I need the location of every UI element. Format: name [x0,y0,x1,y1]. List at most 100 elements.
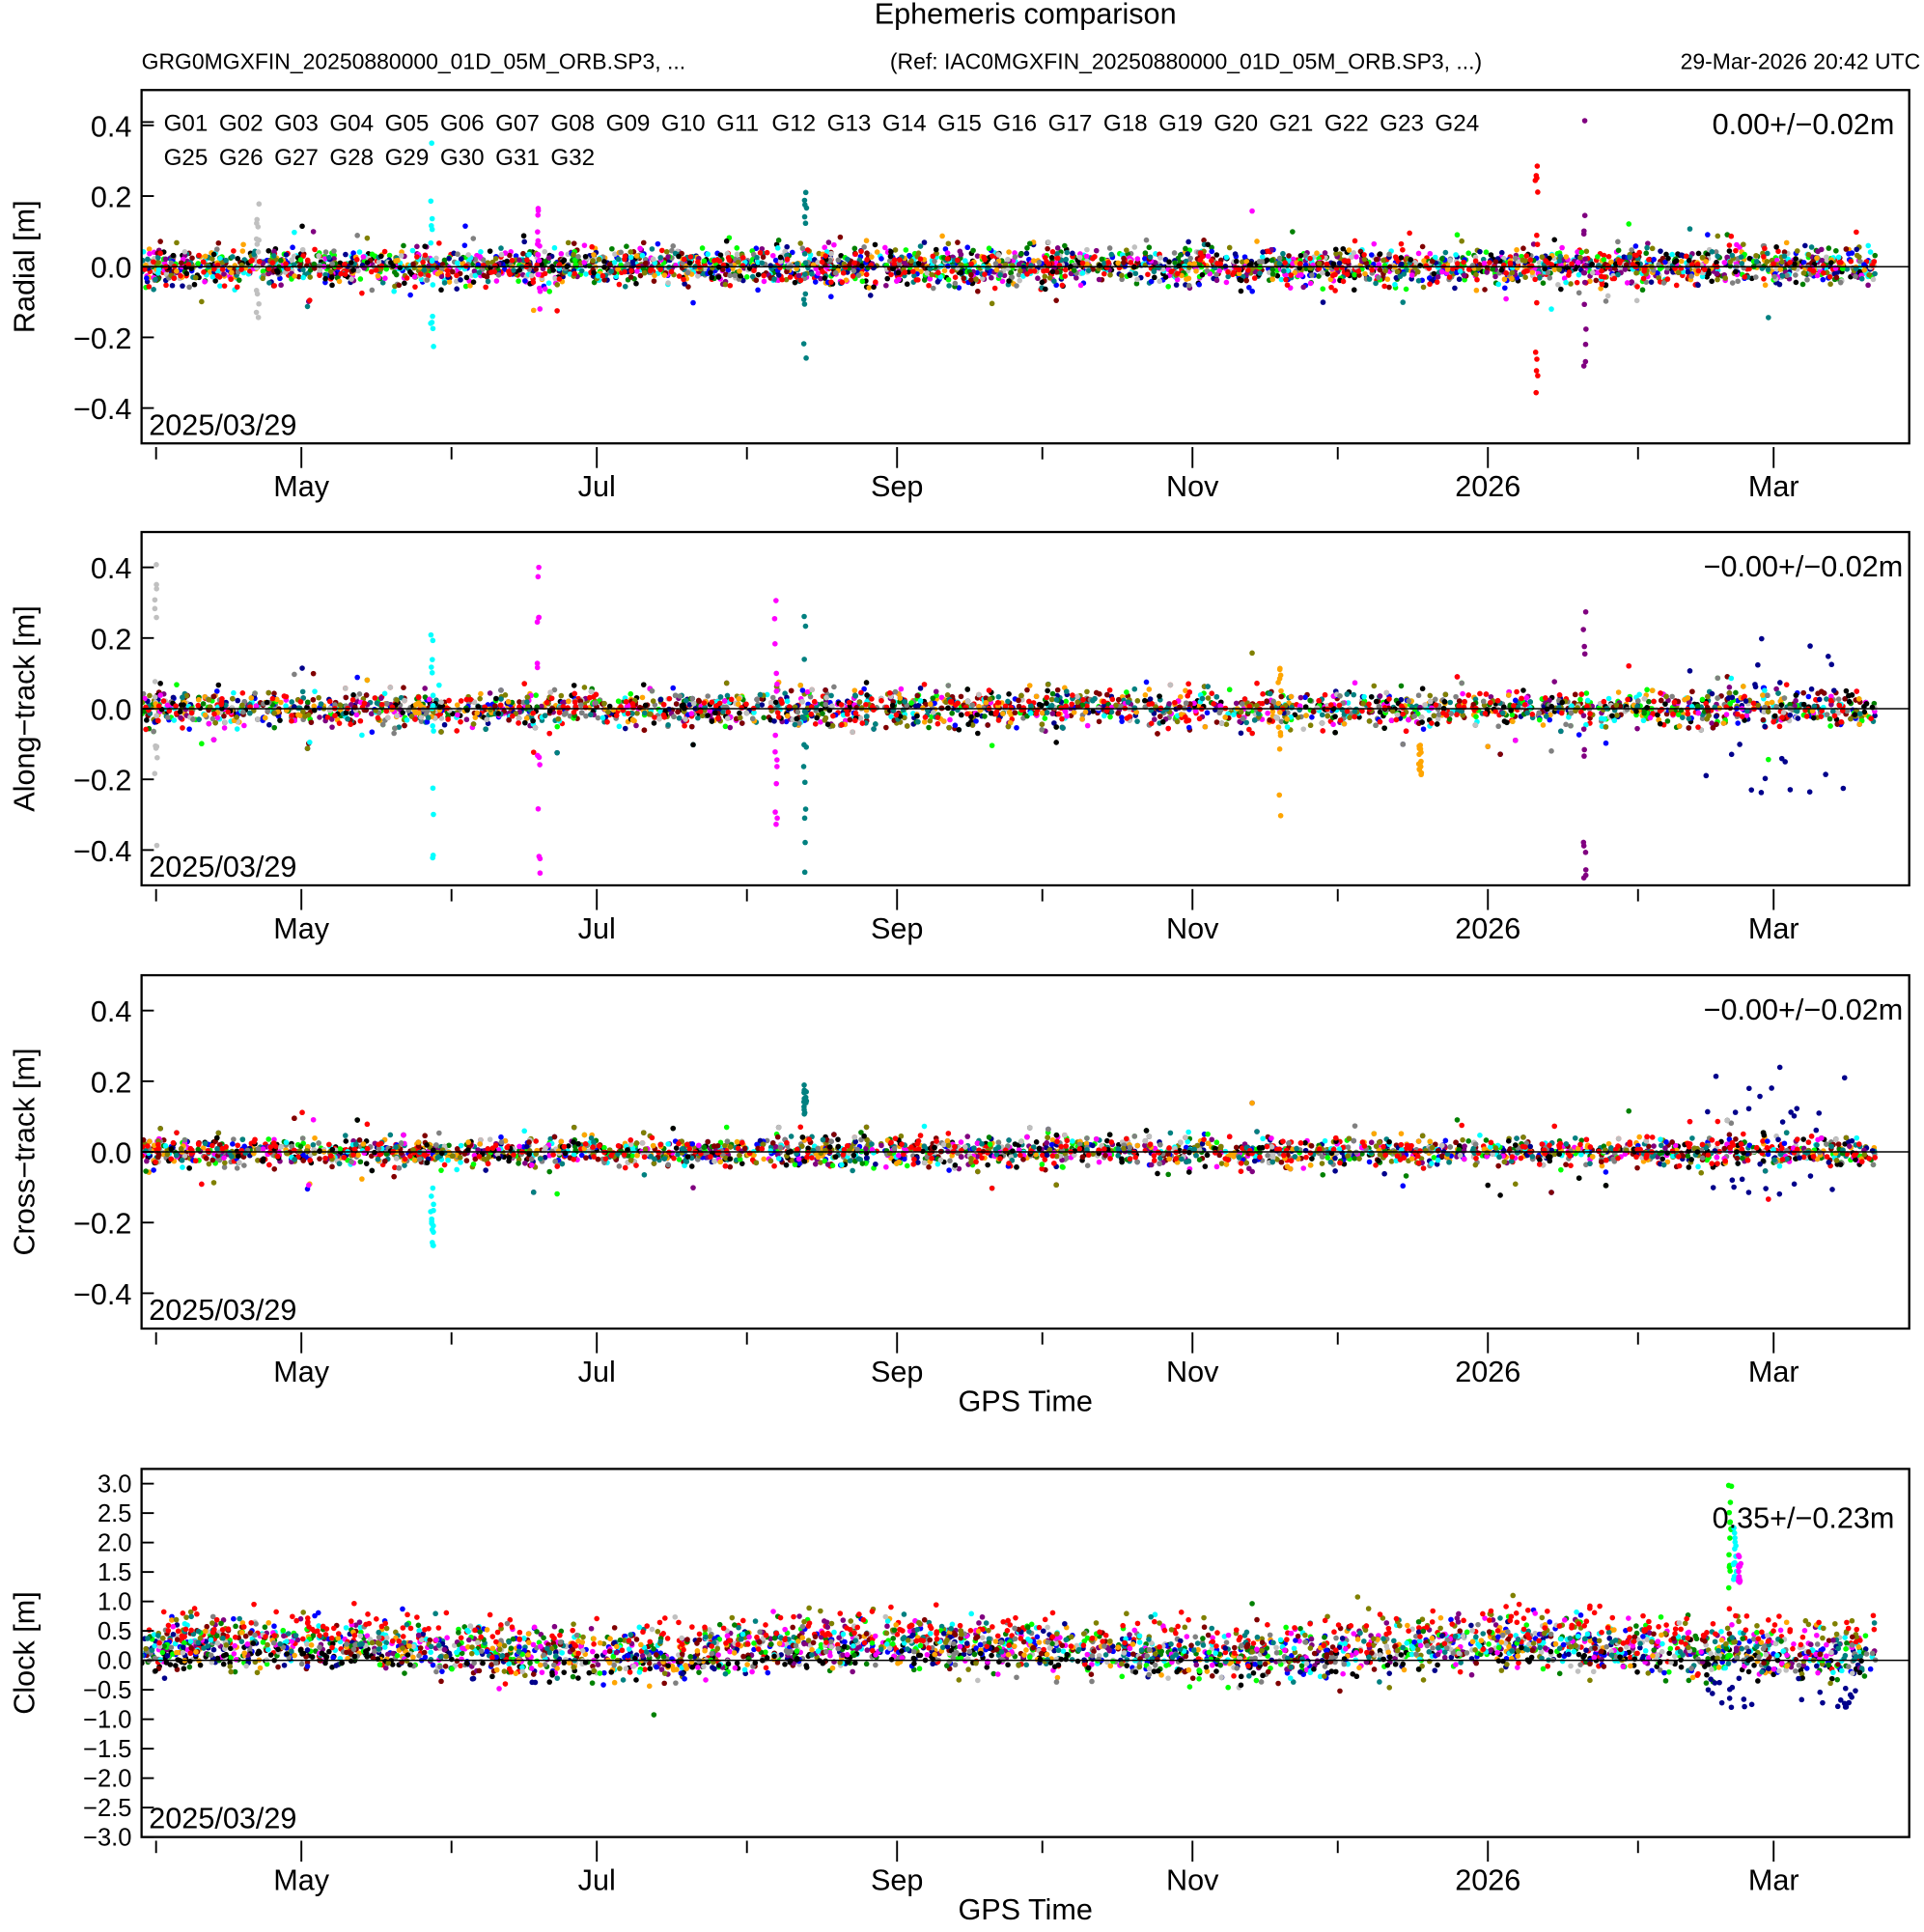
point-G03 [942,246,949,252]
point-G27 [1115,260,1121,266]
point-G04 [903,247,909,253]
point-G27 [1179,272,1185,279]
point-G22 [1540,280,1547,287]
point-G16 [1558,286,1564,293]
point-G29 [1361,256,1368,263]
point-G31 [235,256,241,262]
point-G29 [1124,247,1129,253]
point-G19 [701,258,708,265]
spike-point-G09 [537,243,543,249]
point-G21 [795,272,802,279]
point-G32 [1355,268,1362,274]
point-G32 [1641,268,1647,274]
point-G32 [1664,276,1671,282]
point-G20 [767,263,774,268]
point-G30 [622,283,628,290]
point-G29 [492,256,499,262]
point-G32 [850,273,856,279]
point-G32 [342,271,349,277]
point-G26 [1053,297,1059,303]
point-G29 [1119,272,1125,279]
point-G27 [869,254,875,260]
point-G28 [1036,260,1043,266]
point-G32 [1599,281,1605,288]
point-G25 [1351,250,1357,256]
point-G20 [934,279,941,285]
point-G31 [1551,237,1558,243]
point-G32 [622,253,628,260]
legend-entry-G20: G20 [1213,110,1258,136]
point-G23 [1285,267,1291,274]
point-G29 [1394,268,1401,275]
point-G21 [1054,245,1061,251]
point-G26 [864,250,870,257]
point-G27 [229,269,235,276]
point-G13 [470,236,477,241]
point-G26 [760,254,767,261]
spike-point-G09 [535,229,541,235]
point-G29 [641,269,648,276]
point-G21 [1622,266,1629,272]
point-G32 [1046,261,1051,267]
point-G27 [1514,246,1520,253]
point-G13 [1753,274,1759,280]
point-G32 [312,246,318,253]
point-G25 [349,276,354,282]
point-G31 [348,260,354,266]
point-G02 [163,282,169,289]
point-G32 [238,266,244,272]
point-G20 [629,259,636,265]
point-G32 [142,266,148,272]
point-G29 [989,300,995,307]
point-G32 [787,274,794,280]
point-G32 [1031,268,1038,274]
spike-point-G15 [803,205,810,211]
point-G14 [816,250,823,257]
point-G23 [356,249,363,255]
spike-point-G21 [1581,301,1588,308]
point-G32 [444,267,451,274]
point-G31 [933,246,939,253]
point-G29 [1042,273,1048,280]
spike-point-G17 [1534,299,1540,306]
point-G32 [1225,268,1231,275]
legend-entry-G26: G26 [219,145,264,171]
point-G23 [595,272,601,279]
point-G19 [1165,283,1172,290]
point-G13 [1615,238,1621,245]
spike-point-G21 [1580,269,1587,276]
subtitle-left: GRG0MGXFIN_20250880000_01D_05M_ORB.SP3, … [142,49,686,74]
point-G25 [1157,278,1162,285]
point-G30 [1753,259,1760,265]
point-G32 [283,261,289,267]
point-G26 [1843,246,1850,252]
point-G18 [1249,288,1255,294]
point-G32 [1640,275,1647,282]
point-G32 [819,259,825,266]
point-G10 [1555,282,1561,288]
point-G07 [1799,281,1806,288]
point-G32 [1507,262,1514,267]
point-G32 [1733,247,1739,254]
point-G24 [634,268,640,274]
point-G19 [1626,221,1632,227]
point-G32 [507,271,513,277]
point-G29 [199,298,205,305]
point-G01 [884,275,891,282]
point-G31 [329,282,335,289]
point-G30 [1085,267,1092,273]
point-G29 [327,268,334,275]
point-G31 [1238,288,1244,294]
point-G30 [1257,270,1263,276]
legend-entry-G14: G14 [882,110,927,136]
point-G28 [1009,274,1016,281]
point-G32 [1605,253,1612,260]
point-G13 [1276,255,1283,262]
point-G16 [723,238,730,244]
point-G32 [1761,254,1767,260]
spike-point-G21 [1583,326,1589,332]
point-G32 [600,272,606,279]
spike-point-G10 [254,241,261,247]
point-G32 [1345,258,1352,265]
